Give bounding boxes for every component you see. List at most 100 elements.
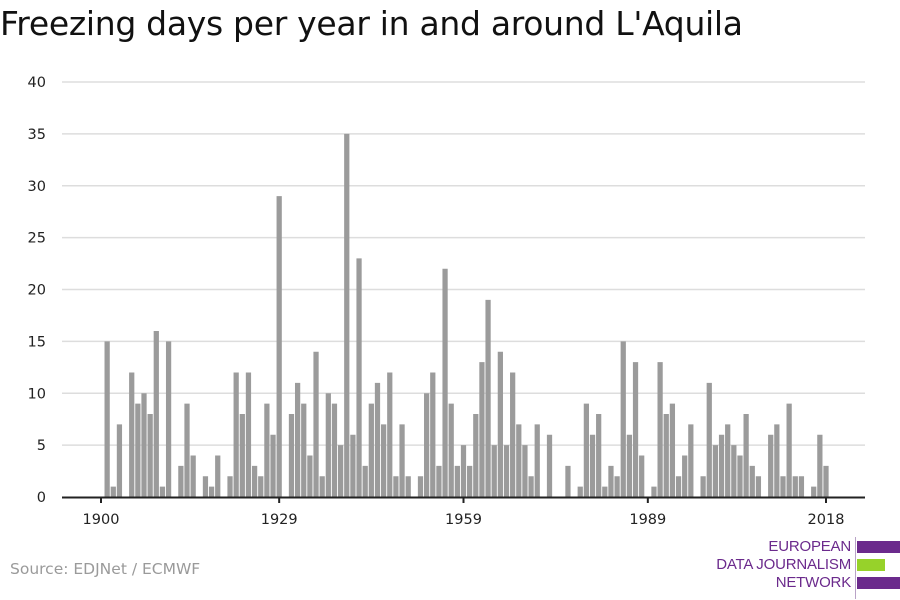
bar-1956	[442, 268, 448, 497]
x-tick-label: 2018	[808, 512, 845, 528]
bar-1949	[399, 424, 405, 497]
x-tick-label: 1989	[629, 512, 666, 528]
bar-2018	[823, 465, 829, 497]
bar-1984	[614, 476, 620, 497]
bar-1933	[301, 403, 307, 497]
bar-1935	[313, 351, 319, 497]
logo-bar-top	[857, 541, 900, 553]
bar-2009	[768, 434, 774, 497]
chart-title: Freezing days per year in and around L'A…	[0, 4, 743, 43]
bar-1971	[534, 424, 540, 497]
y-axis-ticks: 0 5 10 15 20 25 30 35 40	[28, 75, 46, 506]
bar-1953	[424, 393, 430, 497]
bar-1923	[239, 414, 245, 497]
bar-1952	[417, 476, 424, 497]
y-tick-label: 25	[28, 231, 46, 247]
bar-1908	[147, 414, 153, 497]
logo-line-2: DATA JOURNALISM	[716, 556, 851, 573]
bar-1909	[153, 331, 159, 497]
bar-1906	[135, 403, 141, 497]
bar-1955	[436, 465, 442, 497]
bar-1918	[208, 486, 215, 497]
x-tick-label: 1900	[83, 512, 120, 528]
bar-1905	[129, 372, 135, 497]
bar-1944	[368, 403, 374, 497]
bar-1981	[596, 414, 602, 497]
bar-1907	[141, 393, 147, 497]
bar-2017	[817, 434, 823, 497]
bar-1964	[491, 445, 497, 497]
bar-1973	[546, 434, 553, 497]
bar-1988	[639, 455, 645, 497]
bars	[104, 133, 829, 497]
bar-1990	[651, 486, 657, 497]
bar-1993	[669, 403, 676, 497]
bar-1945	[374, 382, 381, 497]
bar-2011	[780, 476, 786, 497]
bar-1915	[190, 455, 196, 497]
bar-1948	[393, 476, 399, 497]
bar-1943	[362, 465, 368, 497]
bar-1927	[264, 403, 270, 497]
bar-2005	[743, 414, 749, 497]
bar-1932	[294, 382, 301, 497]
bar-1961	[473, 414, 479, 497]
bar-1967	[510, 372, 516, 497]
bar-1963	[485, 299, 491, 497]
bar-1903	[116, 424, 123, 497]
y-tick-label: 5	[37, 438, 46, 454]
bar-1986	[626, 434, 633, 497]
bar-2000	[712, 445, 719, 497]
logo-divider	[855, 537, 856, 599]
bar-1965	[497, 351, 503, 497]
bar-1970	[528, 476, 534, 497]
bar-1902	[110, 486, 116, 497]
bar-1919	[215, 455, 221, 497]
y-tick-label: 30	[28, 179, 46, 195]
bar-2016	[811, 486, 817, 497]
bar-1925	[251, 465, 258, 497]
bar-1987	[632, 362, 639, 497]
bar-2002	[725, 424, 731, 497]
bar-1995	[682, 455, 688, 497]
y-tick-label: 10	[28, 386, 46, 402]
bar-1996	[688, 424, 694, 497]
bar-1954	[430, 372, 436, 497]
bar-1946	[381, 424, 387, 497]
bar-2007	[755, 476, 762, 497]
bar-1992	[663, 414, 669, 497]
bar-1957	[448, 403, 454, 497]
bar-1950	[405, 476, 411, 497]
bar-1922	[233, 372, 239, 497]
y-tick-label: 35	[28, 127, 46, 143]
bar-1901	[104, 341, 110, 497]
x-tick-label: 1959	[445, 512, 482, 528]
bar-1962	[479, 362, 485, 497]
bar-1921	[227, 476, 233, 497]
bar-1938	[331, 403, 338, 497]
source-note: Source: EDJNet / ECMWF	[10, 560, 201, 578]
bar-1913	[178, 465, 184, 497]
bar-1929	[276, 196, 282, 497]
bar-1914	[184, 403, 190, 497]
bar-2006	[749, 465, 755, 497]
edjnet-logo: EUROPEAN DATA JOURNALISM NETWORK	[700, 537, 900, 599]
logo-bar-middle	[857, 559, 885, 571]
y-tick-label: 15	[28, 334, 46, 350]
bar-1910	[159, 486, 166, 497]
logo-line-3: NETWORK	[775, 574, 851, 591]
x-axis: 1900 1929 1959 1989 2018	[62, 496, 865, 528]
bar-1966	[503, 445, 510, 497]
bar-1911	[165, 341, 172, 497]
bar-2003	[731, 445, 737, 497]
bar-1999	[706, 382, 712, 497]
bar-1978	[577, 486, 583, 497]
logo-bar-bottom	[857, 577, 900, 589]
bar-1982	[602, 486, 608, 497]
bar-1980	[589, 434, 596, 497]
bar-1928	[270, 434, 276, 497]
bar-1969	[522, 445, 528, 497]
bar-1959	[460, 445, 467, 497]
x-tick-label: 1929	[261, 512, 298, 528]
